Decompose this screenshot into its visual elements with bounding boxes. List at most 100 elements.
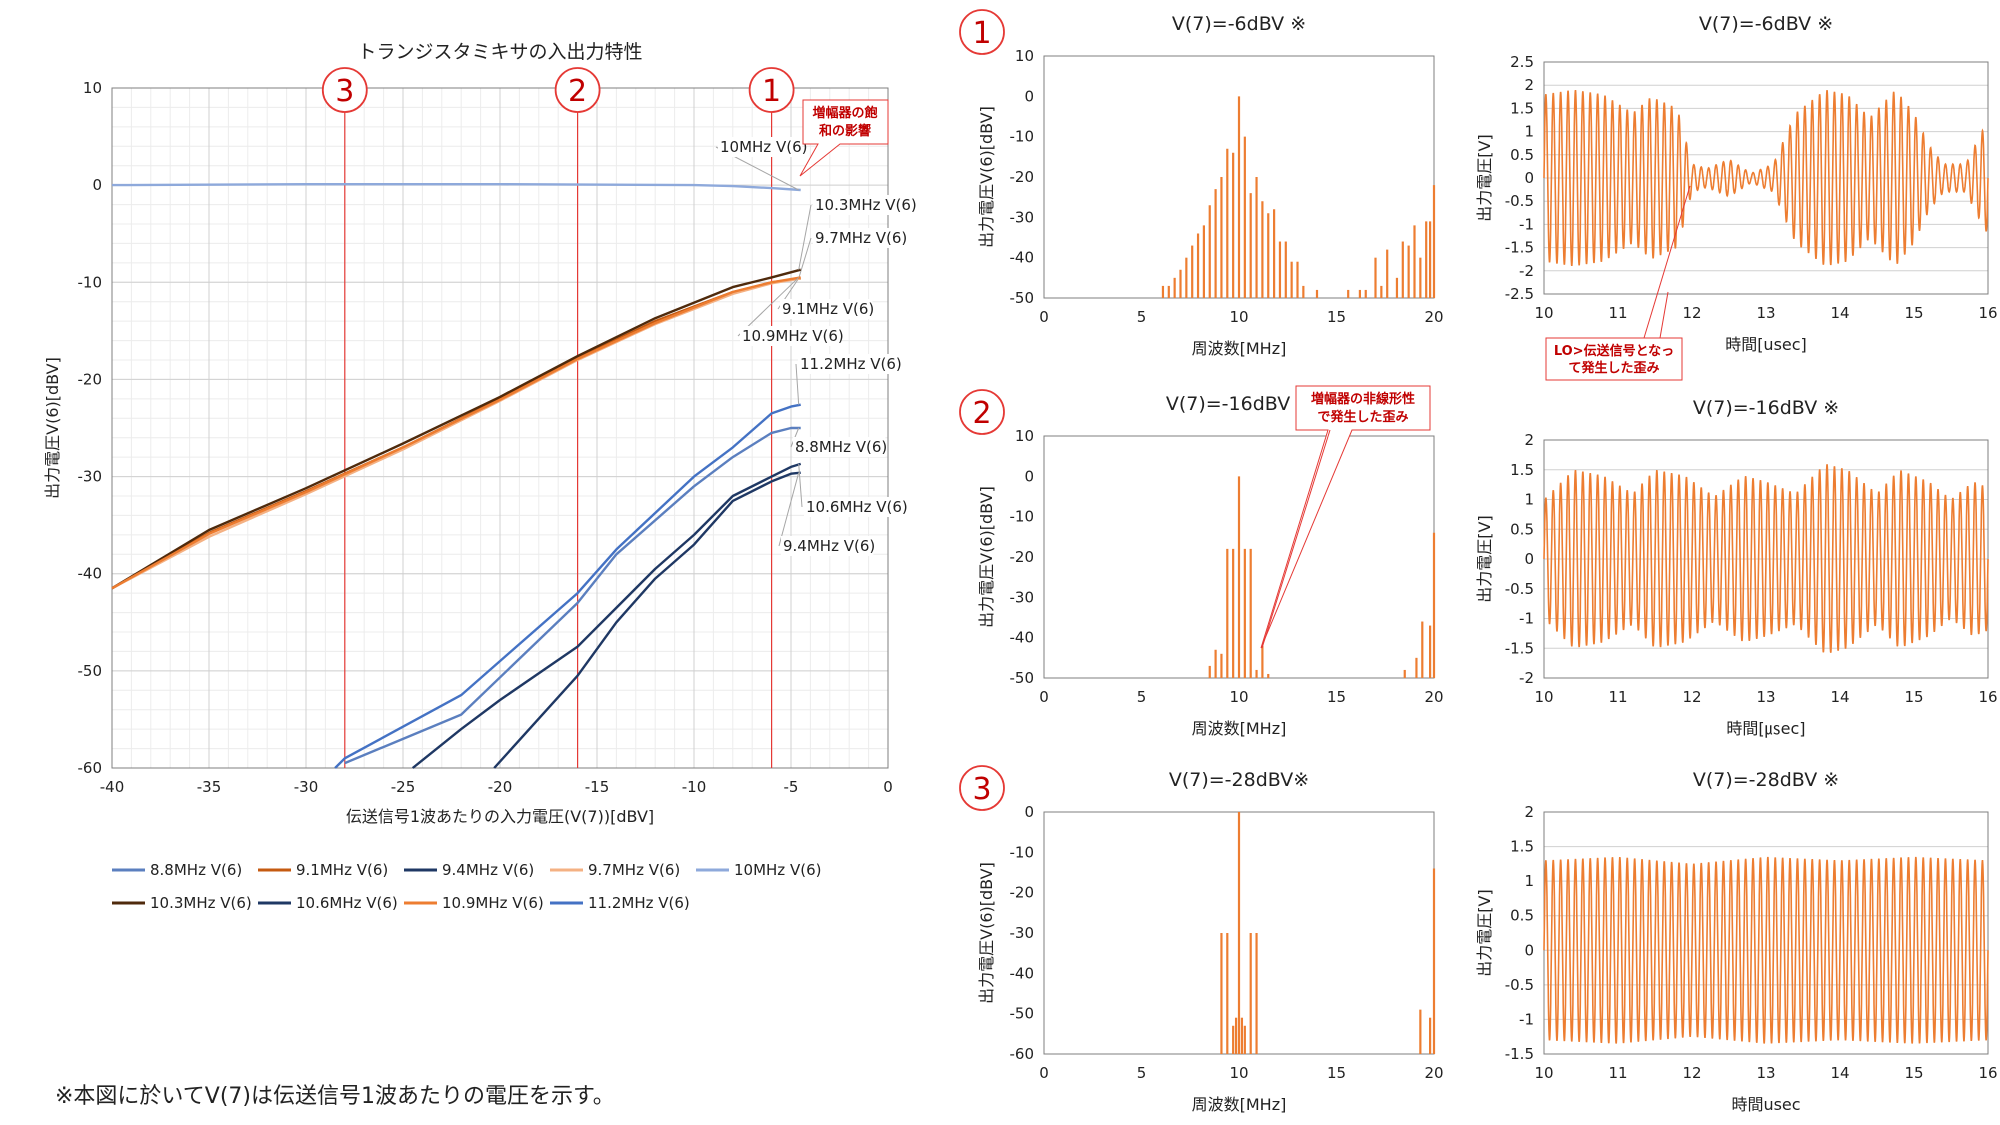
y-tick-label: -40 [1010,249,1035,267]
marker-circle-2 [959,389,1005,435]
x-tick-label: 15 [1904,688,1923,706]
y-tick-label: -1.5 [1505,1045,1534,1063]
series-data-label: 8.8MHz V(6) [795,438,887,456]
y-tick-label: -20 [1010,884,1035,902]
series-line [111,268,802,590]
y-tick-label: 10 [1015,427,1034,445]
x-tick-label: 15 [1327,688,1346,706]
chart-title: V(7)=-28dBV※ [1169,769,1309,791]
y-tick-label: -30 [78,468,103,486]
y-tick-label: 0.5 [1510,146,1534,164]
chart-title: V(7)=-16dBV ※ [1166,393,1312,415]
y-tick-label: -0.5 [1505,192,1534,210]
label-bg [718,137,802,157]
legend-label: 8.8MHz V(6) [150,861,242,879]
series-data-label: 9.1MHz V(6) [782,300,874,318]
chart-time1: 10 11 12 13 14 15 16 -2.5 -2 -1.5 -1 -0.5 0 0.5 1 1.5 2 2… [1475,13,1998,381]
x-tick-label: 0 [883,778,893,796]
series-line [411,462,802,769]
x-tick-label: -30 [294,778,319,796]
x-tick-label: -15 [585,778,610,796]
x-axis-label: 時間usec [1731,1095,1800,1114]
marker-number-2: 2 [972,396,991,431]
x-axis-label: 周波数[MHz] [1192,339,1287,358]
label-bg [813,228,906,248]
legend-label: 10.6MHz V(6) [296,894,398,912]
chart-time2: 10 11 12 13 14 15 16 -2 -1.5 -1 -0.5 0 0.5 1 1.5 2 V(7)=… [1475,397,1998,738]
y-tick-label: 1 [1524,872,1534,890]
legend-label: 10.9MHz V(6) [442,894,544,912]
x-tick-label: 12 [1682,688,1701,706]
series-data-label: 10.3MHz V(6) [815,196,917,214]
marker-number-1: 1 [762,74,781,109]
x-tick-label: 12 [1682,1064,1701,1082]
x-tick-label: 20 [1424,1064,1443,1082]
y-tick-label: 0 [1524,169,1534,187]
y-tick-label: -60 [78,759,103,777]
x-tick-label: 16 [1978,688,1997,706]
legend-label: 9.7MHz V(6) [588,861,680,879]
x-tick-label: -5 [784,778,799,796]
y-tick-label: -50 [1010,669,1035,687]
x-tick-label: 16 [1978,1064,1997,1082]
plot-border [111,87,889,769]
marker-circle-1 [748,67,795,113]
y-tick-label: -30 [1010,924,1035,942]
chart-spec2: 0 5 10 15 20 -50 -40 -30 -20 -10 0 10 V(7)=-16dBV ※ 周… [959,385,1444,738]
x-tick-label: 16 [1978,304,1997,322]
x-tick-label: -35 [197,778,222,796]
y-axis-label: 出力電圧[V] [1475,889,1494,976]
label-leader [798,237,812,279]
y-tick-label: 1.5 [1510,461,1534,479]
marker-number-3: 3 [335,74,354,109]
y-tick-label: 0 [1024,803,1034,821]
callout-leader [1261,429,1331,649]
legend-label: 9.4MHz V(6) [442,861,534,879]
label-bg [793,437,886,457]
y-tick-label: -0.5 [1505,976,1534,994]
y-tick-label: 0.5 [1510,907,1534,925]
callout-box [1545,337,1683,381]
chart-time3: 10 11 12 13 14 15 16 -1.5 -1 -0.5 0 0.5 1 1.5 2 V(7)=-2… [1475,769,1998,1114]
x-tick-label: 5 [1137,308,1147,326]
legend-label: 10.3MHz V(6) [150,894,252,912]
legend-label: 9.1MHz V(6) [296,861,388,879]
y-axis-label: 出力電圧[V] [1475,134,1494,221]
chart-main: -40 -35 -30 -25 -20 -15 -10 -5 0-60-50-40-30-20-… [43,41,917,826]
y-tick-label: 2 [1524,76,1534,94]
x-tick-label: 13 [1756,688,1775,706]
x-tick-label: 5 [1137,1064,1147,1082]
marker-number-1: 1 [972,16,991,51]
y-tick-label: 10 [83,79,102,97]
label-bg [780,299,873,319]
chart-title: V(7)=-28dBV ※ [1693,769,1839,791]
legend-label: 11.2MHz V(6) [588,894,690,912]
y-tick-label: -40 [78,565,103,583]
callout-text: LO>伝送信号となっ [1554,343,1674,359]
x-tick-label: 20 [1424,688,1443,706]
callout-box [1260,385,1431,649]
x-tick-label: 14 [1830,688,1849,706]
series-data-label: 10MHz V(6) [720,138,807,156]
legend: 8.8MHz V(6) 9.1MHz V(6) 9.4MHz V(6) 9.7MHz … [112,861,821,912]
waveform-line [1543,89,1989,267]
y-tick-label: 1.5 [1510,99,1534,117]
y-tick-label: -30 [1010,208,1035,226]
series-data-label: 11.2MHz V(6) [800,355,902,373]
x-axis-label: 周波数[MHz] [1192,719,1287,738]
y-tick-label: 2.5 [1510,53,1534,71]
marker-number-2: 2 [568,74,587,109]
y-tick-label: -20 [1010,168,1035,186]
waveform-line [1543,856,1989,1044]
y-tick-label: -1.5 [1505,239,1534,257]
y-tick-label: -20 [1010,548,1035,566]
y-tick-label: -10 [78,273,103,291]
x-tick-label: -25 [391,778,416,796]
callout-text: 増幅器の非線形性 [1311,391,1415,407]
x-tick-label: 0 [1039,1064,1049,1082]
y-tick-label: -10 [1010,128,1035,146]
y-tick-label: 1 [1524,123,1534,141]
series-data-label: 10.9MHz V(6) [742,327,844,345]
series-line [344,426,801,765]
